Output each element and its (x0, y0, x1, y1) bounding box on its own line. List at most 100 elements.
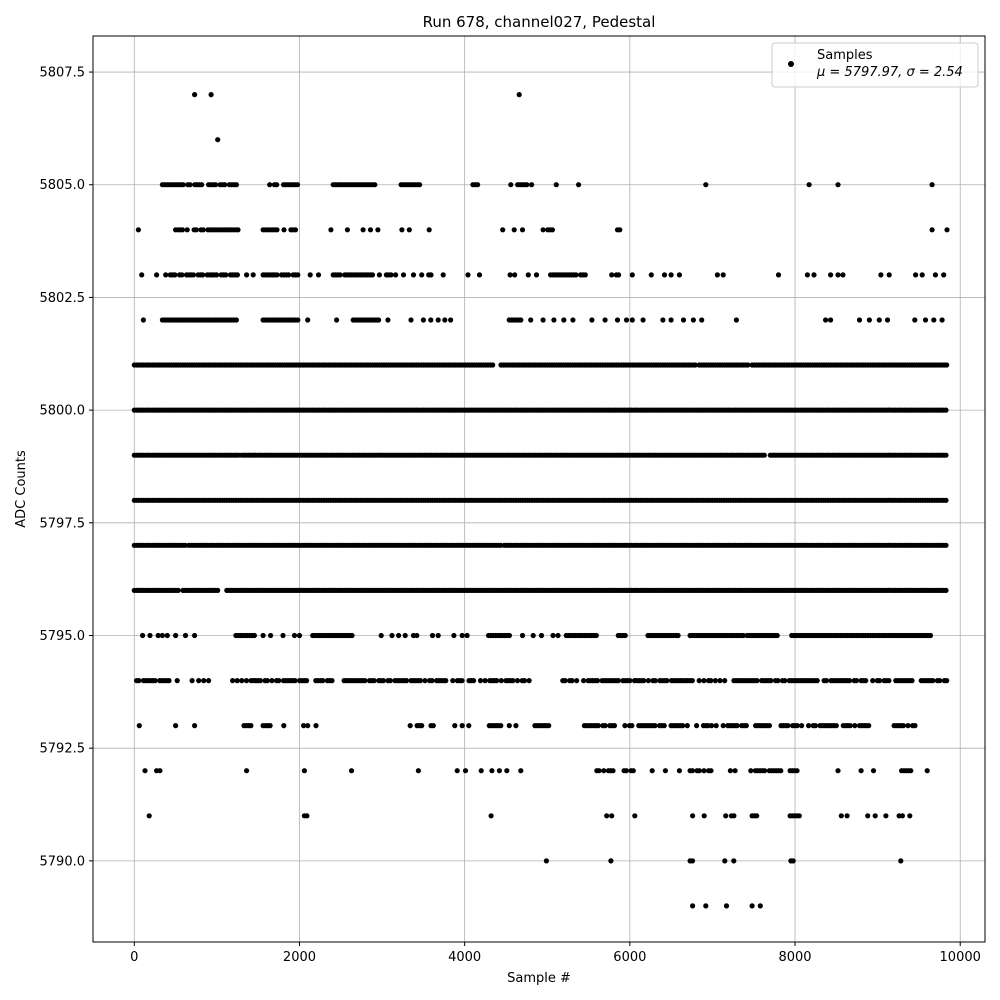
legend: Samples μ = 5797.97, σ = 2.54 (771, 42, 979, 88)
data-point (924, 768, 930, 774)
data-point (616, 272, 622, 278)
data-point (372, 182, 378, 188)
data-point (690, 813, 696, 819)
data-point (708, 768, 714, 774)
data-point (380, 678, 386, 684)
data-point (344, 227, 350, 233)
data-point (812, 723, 819, 729)
data-point (442, 317, 448, 323)
data-point (609, 272, 615, 278)
data-point (320, 678, 326, 684)
x-tick-label: 10000 (940, 950, 981, 965)
data-point (757, 903, 763, 909)
data-point (478, 768, 484, 774)
legend-box (771, 42, 979, 88)
data-point (295, 317, 301, 323)
data-point (192, 92, 198, 98)
data-point (853, 678, 860, 684)
data-point (518, 317, 524, 323)
data-point (668, 272, 674, 278)
y-tick-label: 5802.5 (40, 291, 86, 306)
data-point (806, 723, 812, 729)
data-point (443, 678, 449, 684)
data-point (459, 632, 465, 639)
data-point (538, 632, 545, 639)
data-point (264, 678, 270, 684)
data-point (315, 272, 322, 278)
data-point (844, 813, 850, 819)
data-point (466, 723, 472, 729)
data-point (731, 858, 737, 864)
data-point (835, 272, 841, 278)
data-point (775, 678, 781, 684)
data-point (419, 723, 425, 729)
legend-label: Samples (817, 48, 873, 63)
data-point (429, 632, 436, 639)
data-point (648, 272, 654, 278)
data-point (519, 632, 526, 639)
data-point (281, 227, 287, 233)
data-point (378, 632, 384, 639)
data-point (268, 632, 274, 639)
data-point (450, 678, 456, 684)
data-point (690, 903, 696, 909)
data-point (196, 678, 202, 684)
data-point (140, 317, 146, 323)
data-point (385, 317, 391, 323)
data-point (689, 858, 696, 864)
data-point (596, 768, 602, 774)
data-point (508, 182, 514, 188)
data-point (462, 768, 469, 774)
data-point (408, 317, 414, 323)
data-point (734, 723, 740, 729)
data-point (420, 317, 426, 323)
legend-stats: μ = 5797.97, σ = 2.54 (816, 65, 963, 80)
data-point (402, 632, 408, 639)
x-tick-label: 4000 (448, 950, 481, 965)
data-point (931, 317, 937, 323)
data-point (555, 632, 561, 639)
data-point (521, 678, 528, 684)
data-point (281, 723, 287, 729)
data-point (174, 678, 180, 684)
data-point (799, 723, 805, 729)
data-point (244, 272, 250, 278)
data-point (304, 813, 310, 819)
data-point (525, 272, 531, 278)
data-point (519, 227, 526, 233)
data-point (490, 362, 496, 368)
data-point (835, 768, 841, 774)
data-point (235, 227, 241, 233)
data-point (608, 858, 614, 864)
data-point (898, 858, 904, 864)
data-point (465, 272, 471, 278)
data-point (664, 678, 670, 684)
data-point (632, 813, 638, 819)
data-point (617, 227, 623, 233)
data-point (823, 678, 830, 684)
data-point (569, 678, 575, 684)
data-point (500, 227, 506, 233)
data-point (528, 317, 534, 323)
data-point (257, 678, 263, 684)
data-point (680, 317, 687, 323)
data-point (286, 272, 292, 278)
data-point (304, 678, 310, 684)
data-point (179, 227, 186, 233)
data-point (627, 678, 633, 684)
data-point (796, 813, 802, 819)
data-point (913, 272, 919, 278)
data-point (375, 227, 381, 233)
data-point (489, 768, 495, 774)
data-point (157, 768, 163, 774)
data-point (513, 723, 519, 729)
data-point (562, 678, 568, 684)
data-point (410, 272, 417, 278)
data-point (785, 723, 791, 729)
data-point (175, 587, 181, 594)
data-point (234, 272, 240, 278)
data-point (471, 678, 477, 684)
data-point (362, 678, 368, 684)
data-point (498, 723, 504, 729)
data-point (609, 813, 615, 819)
